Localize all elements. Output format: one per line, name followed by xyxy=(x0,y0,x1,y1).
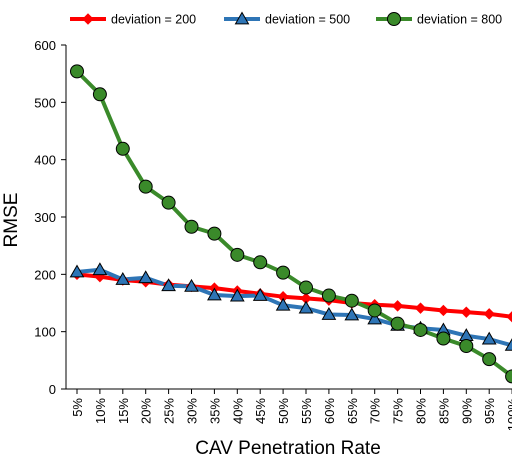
data-point-series-1 xyxy=(460,306,473,318)
legend-marker xyxy=(82,13,94,25)
data-point-series-3 xyxy=(161,195,176,210)
y-axis: 0 100 200 300 400 500 600 xyxy=(34,38,67,397)
y-tick-label: 600 xyxy=(34,38,56,53)
data-point-series-3 xyxy=(70,64,84,79)
data-point-series-1 xyxy=(437,304,450,317)
data-point-series-3 xyxy=(459,339,474,353)
data-point-series-3 xyxy=(276,265,291,280)
data-point-series-2 xyxy=(69,264,85,278)
legend-label: deviation = 500 xyxy=(265,13,350,27)
data-point-series-2 xyxy=(298,300,314,314)
data-point-series-1 xyxy=(483,308,495,320)
data-point-series-3 xyxy=(436,331,451,346)
x-tick-label: 35% xyxy=(207,398,222,424)
series-markers xyxy=(69,64,512,384)
x-tick-label: 85% xyxy=(436,398,451,424)
data-point-series-2 xyxy=(184,278,199,292)
legend-label: deviation = 200 xyxy=(111,13,196,27)
data-point-series-1 xyxy=(506,311,512,323)
x-tick-label: 95% xyxy=(482,398,497,424)
data-point-series-2 xyxy=(367,311,383,325)
x-tick-label: 25% xyxy=(162,398,177,424)
data-point-series-3 xyxy=(482,352,497,367)
data-point-series-2 xyxy=(138,270,154,284)
x-tick-label: 60% xyxy=(322,398,337,424)
y-tick-label: 100 xyxy=(34,325,56,340)
x-tick-label: 70% xyxy=(368,398,383,424)
data-point-series-2 xyxy=(504,338,512,351)
x-tick-label: 90% xyxy=(459,398,474,424)
series-3-markers xyxy=(70,64,512,384)
data-point-series-3 xyxy=(230,247,245,262)
legend: deviation = 200 deviation = 500 deviation … xyxy=(70,11,502,27)
data-point-series-3 xyxy=(115,141,130,156)
legend-marker xyxy=(387,12,401,26)
x-tick-label: 40% xyxy=(230,398,245,424)
y-tick-label: 400 xyxy=(34,153,56,168)
data-point-series-2 xyxy=(92,262,108,276)
x-tick-label: 65% xyxy=(345,398,360,424)
data-point-series-2 xyxy=(161,278,176,292)
data-point-series-3 xyxy=(299,280,313,295)
data-point-series-2 xyxy=(207,287,222,301)
x-tick-label: 55% xyxy=(299,398,314,424)
data-point-series-3 xyxy=(321,288,336,303)
data-point-series-3 xyxy=(390,316,405,331)
x-tick-label: 80% xyxy=(414,398,429,424)
legend-item-3: deviation = 800 xyxy=(376,12,502,27)
y-tick-label: 0 xyxy=(49,382,56,397)
x-axis-title: CAV Penetration Rate xyxy=(195,438,381,459)
y-axis-title: RMSE xyxy=(1,193,22,248)
legend-item-1: deviation = 200 xyxy=(70,13,196,27)
data-point-series-2 xyxy=(252,288,268,301)
data-point-series-3 xyxy=(253,255,268,270)
x-tick-label: 100% xyxy=(505,398,512,432)
data-point-series-3 xyxy=(505,369,512,384)
data-point-series-1 xyxy=(391,300,404,312)
data-point-series-2 xyxy=(115,271,131,285)
x-tick-label: 75% xyxy=(391,398,406,424)
x-tick-label: 10% xyxy=(93,398,108,424)
x-tick-label: 30% xyxy=(185,398,200,424)
x-tick-label: 20% xyxy=(139,398,154,424)
data-point-series-3 xyxy=(184,219,199,234)
data-point-series-2 xyxy=(344,307,360,321)
data-point-series-2 xyxy=(229,288,245,302)
data-point-series-3 xyxy=(344,293,359,308)
data-point-series-3 xyxy=(138,179,153,194)
data-point-series-3 xyxy=(413,322,428,337)
y-tick-label: 200 xyxy=(34,267,56,282)
data-point-series-3 xyxy=(92,87,107,102)
data-point-series-2 xyxy=(481,331,497,345)
data-point-series-2 xyxy=(321,306,337,320)
data-point-series-1 xyxy=(414,302,427,314)
data-point-series-3 xyxy=(367,303,382,318)
x-axis: 5% 10% 15% 20% 25% 30% 35% 40% 45% 50% 55% 60% 65% 70… xyxy=(66,388,512,432)
x-tick-label: 50% xyxy=(276,398,291,424)
data-point-series-2 xyxy=(275,297,291,311)
legend-label: deviation = 800 xyxy=(417,13,502,27)
x-tick-label: 5% xyxy=(70,398,85,417)
x-tick-label: 45% xyxy=(253,398,268,424)
legend-item-2: deviation = 500 xyxy=(224,11,350,27)
data-point-series-3 xyxy=(207,226,222,241)
x-tick-label: 15% xyxy=(116,398,131,424)
y-tick-label: 500 xyxy=(34,95,56,110)
legend-marker xyxy=(234,11,250,25)
y-tick-label: 300 xyxy=(34,210,56,225)
